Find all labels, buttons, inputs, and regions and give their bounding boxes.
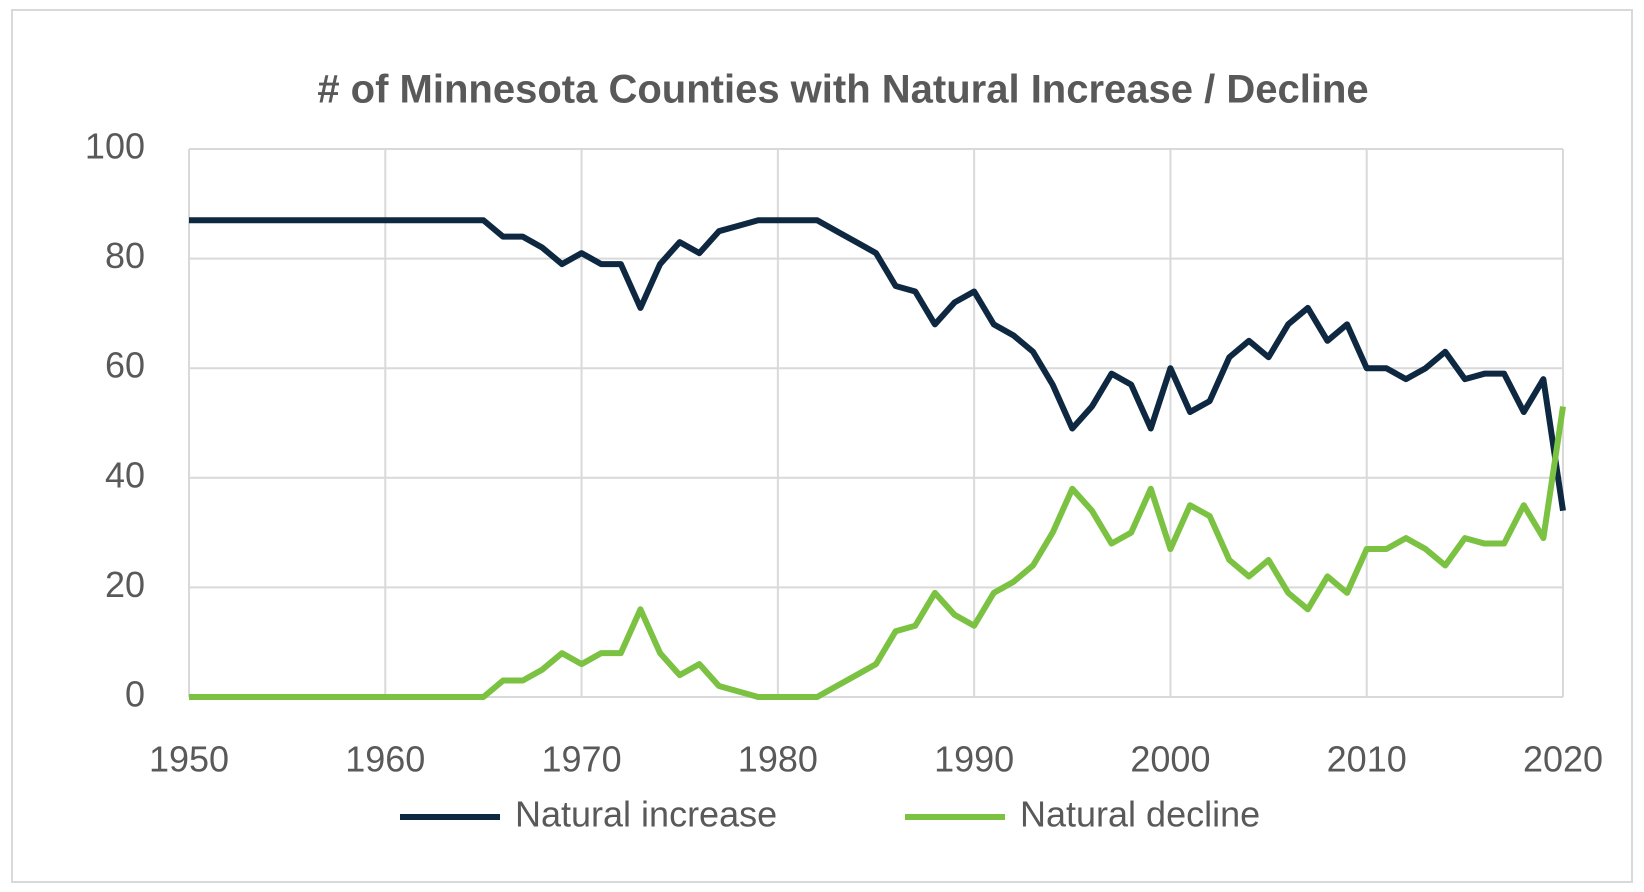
chart-title: # of Minnesota Counties with Natural Inc… xyxy=(317,68,1368,112)
x-tick-label: 1990 xyxy=(934,739,1014,780)
x-tick-label: 1980 xyxy=(738,739,818,780)
legend-label: Natural decline xyxy=(1020,794,1260,835)
legend-label: Natural increase xyxy=(515,794,777,835)
x-tick-label: 2010 xyxy=(1327,739,1407,780)
y-tick-label: 0 xyxy=(125,674,145,715)
x-tick-label: 1970 xyxy=(542,739,622,780)
x-tick-label: 1950 xyxy=(149,739,229,780)
y-tick-label: 100 xyxy=(85,126,145,167)
x-tick-label: 2020 xyxy=(1523,739,1603,780)
line xyxy=(189,406,1566,700)
y-tick-label: 60 xyxy=(105,345,145,386)
y-tick-label: 40 xyxy=(105,454,145,495)
x-tick-label: 2000 xyxy=(1130,739,1210,780)
chart-frame xyxy=(11,9,1633,883)
y-tick-label: 20 xyxy=(105,564,145,605)
y-tick-label: 80 xyxy=(105,235,145,276)
line xyxy=(189,217,1566,512)
x-tick-label: 1960 xyxy=(345,739,425,780)
